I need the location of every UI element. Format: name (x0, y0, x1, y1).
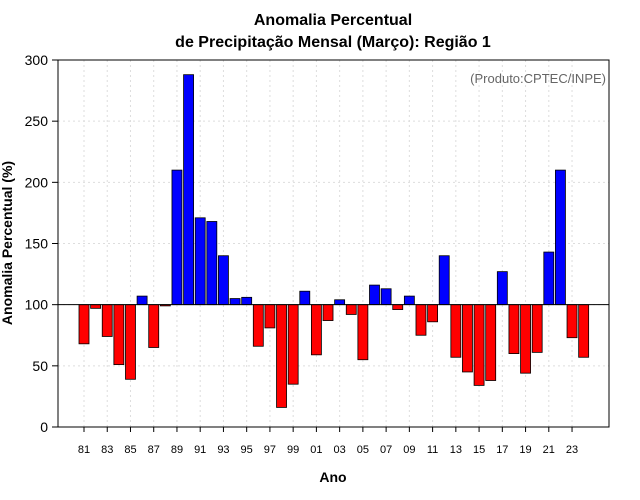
x-tick-label: 85 (124, 444, 136, 456)
y-tick-label: 300 (25, 52, 49, 68)
chart-title-line2: de Precipitação Mensal (Março): Região 1 (175, 34, 491, 51)
x-tick-label: 87 (148, 444, 160, 456)
x-tick-label: 01 (310, 444, 322, 456)
bar-08 (392, 304, 404, 310)
bars (78, 74, 590, 408)
x-tick-label: 81 (78, 444, 90, 456)
x-tick-label: 11 (427, 444, 438, 456)
bar-85 (125, 304, 136, 380)
x-axis: 81 83 85 87 89 91 93 95 97 99 01 03 05 07 09 11 13 15 17 19… (78, 427, 578, 456)
bar-03 (334, 299, 346, 306)
x-tick-label: 07 (380, 444, 392, 456)
y-tick-label: 150 (25, 236, 49, 252)
x-tick-label: 89 (171, 444, 183, 456)
bar-89 (171, 169, 183, 306)
bar-05 (357, 304, 369, 361)
bar-23 (566, 304, 578, 339)
bar-06 (369, 284, 380, 306)
x-tick-label: 05 (357, 444, 369, 456)
bar-20 (531, 304, 543, 353)
x-tick-label: 17 (496, 444, 508, 456)
bar-10 (415, 304, 427, 336)
bar-87 (148, 304, 160, 348)
bar-94 (229, 298, 241, 306)
x-tick-label: 95 (241, 444, 253, 456)
bar-90 (183, 74, 194, 306)
bar-84 (113, 304, 125, 366)
bar-81 (78, 304, 90, 345)
y-axis: 0 50 100 150 200 250 300 (25, 52, 58, 435)
bar-24 (578, 304, 590, 358)
bar-02 (322, 304, 334, 321)
bar-98 (276, 304, 287, 408)
bar-17 (496, 271, 508, 306)
x-tick-label: 13 (450, 444, 462, 456)
bar-86 (136, 295, 148, 306)
bar-21 (543, 251, 555, 306)
x-tick-label: 15 (473, 444, 485, 456)
x-tick-label: 21 (543, 444, 555, 456)
y-tick-label: 100 (25, 297, 49, 313)
credit-text: (Produto:CPTEC/INPE) (470, 71, 606, 86)
bar-97 (264, 304, 276, 329)
bar-96 (252, 304, 264, 347)
x-tick-label: 93 (217, 444, 229, 456)
x-tick-label: 09 (403, 444, 415, 456)
y-tick-label: 200 (25, 174, 49, 190)
bar-82 (90, 304, 102, 309)
chart-title-line1: Anomalia Percentual (254, 12, 412, 29)
bar-04 (345, 304, 357, 315)
bar-95 (241, 296, 253, 306)
x-tick-label: 83 (101, 444, 113, 456)
x-axis-title: Ano (319, 469, 346, 485)
bar-09 (403, 295, 415, 306)
y-axis-title: Anomalia Percentual (%) (0, 161, 15, 325)
bar-16 (485, 304, 497, 381)
bar-13 (450, 304, 462, 358)
y-tick-label: 50 (32, 358, 48, 374)
y-tick-label: 250 (25, 113, 49, 129)
bar-15 (473, 304, 485, 386)
x-tick-label: 23 (566, 444, 578, 456)
bar-83 (101, 304, 113, 337)
y-tick-label: 0 (40, 419, 48, 435)
bar-93 (218, 255, 229, 306)
bar-18 (508, 304, 520, 355)
x-tick-label: 99 (287, 444, 299, 456)
bar-22 (555, 169, 566, 306)
x-tick-label: 03 (334, 444, 346, 456)
x-tick-label: 97 (264, 444, 276, 456)
bar-92 (206, 221, 218, 306)
bar-91 (194, 217, 206, 306)
bar-14 (462, 304, 473, 373)
bar-12 (438, 255, 450, 306)
bar-99 (287, 304, 299, 385)
x-tick-label: 19 (519, 444, 531, 456)
bar-19 (520, 304, 531, 374)
bar-11 (427, 304, 439, 323)
bar-07 (380, 288, 392, 306)
bar-00 (299, 290, 311, 306)
bar-01 (310, 304, 322, 356)
x-tick-label: 91 (194, 444, 206, 456)
